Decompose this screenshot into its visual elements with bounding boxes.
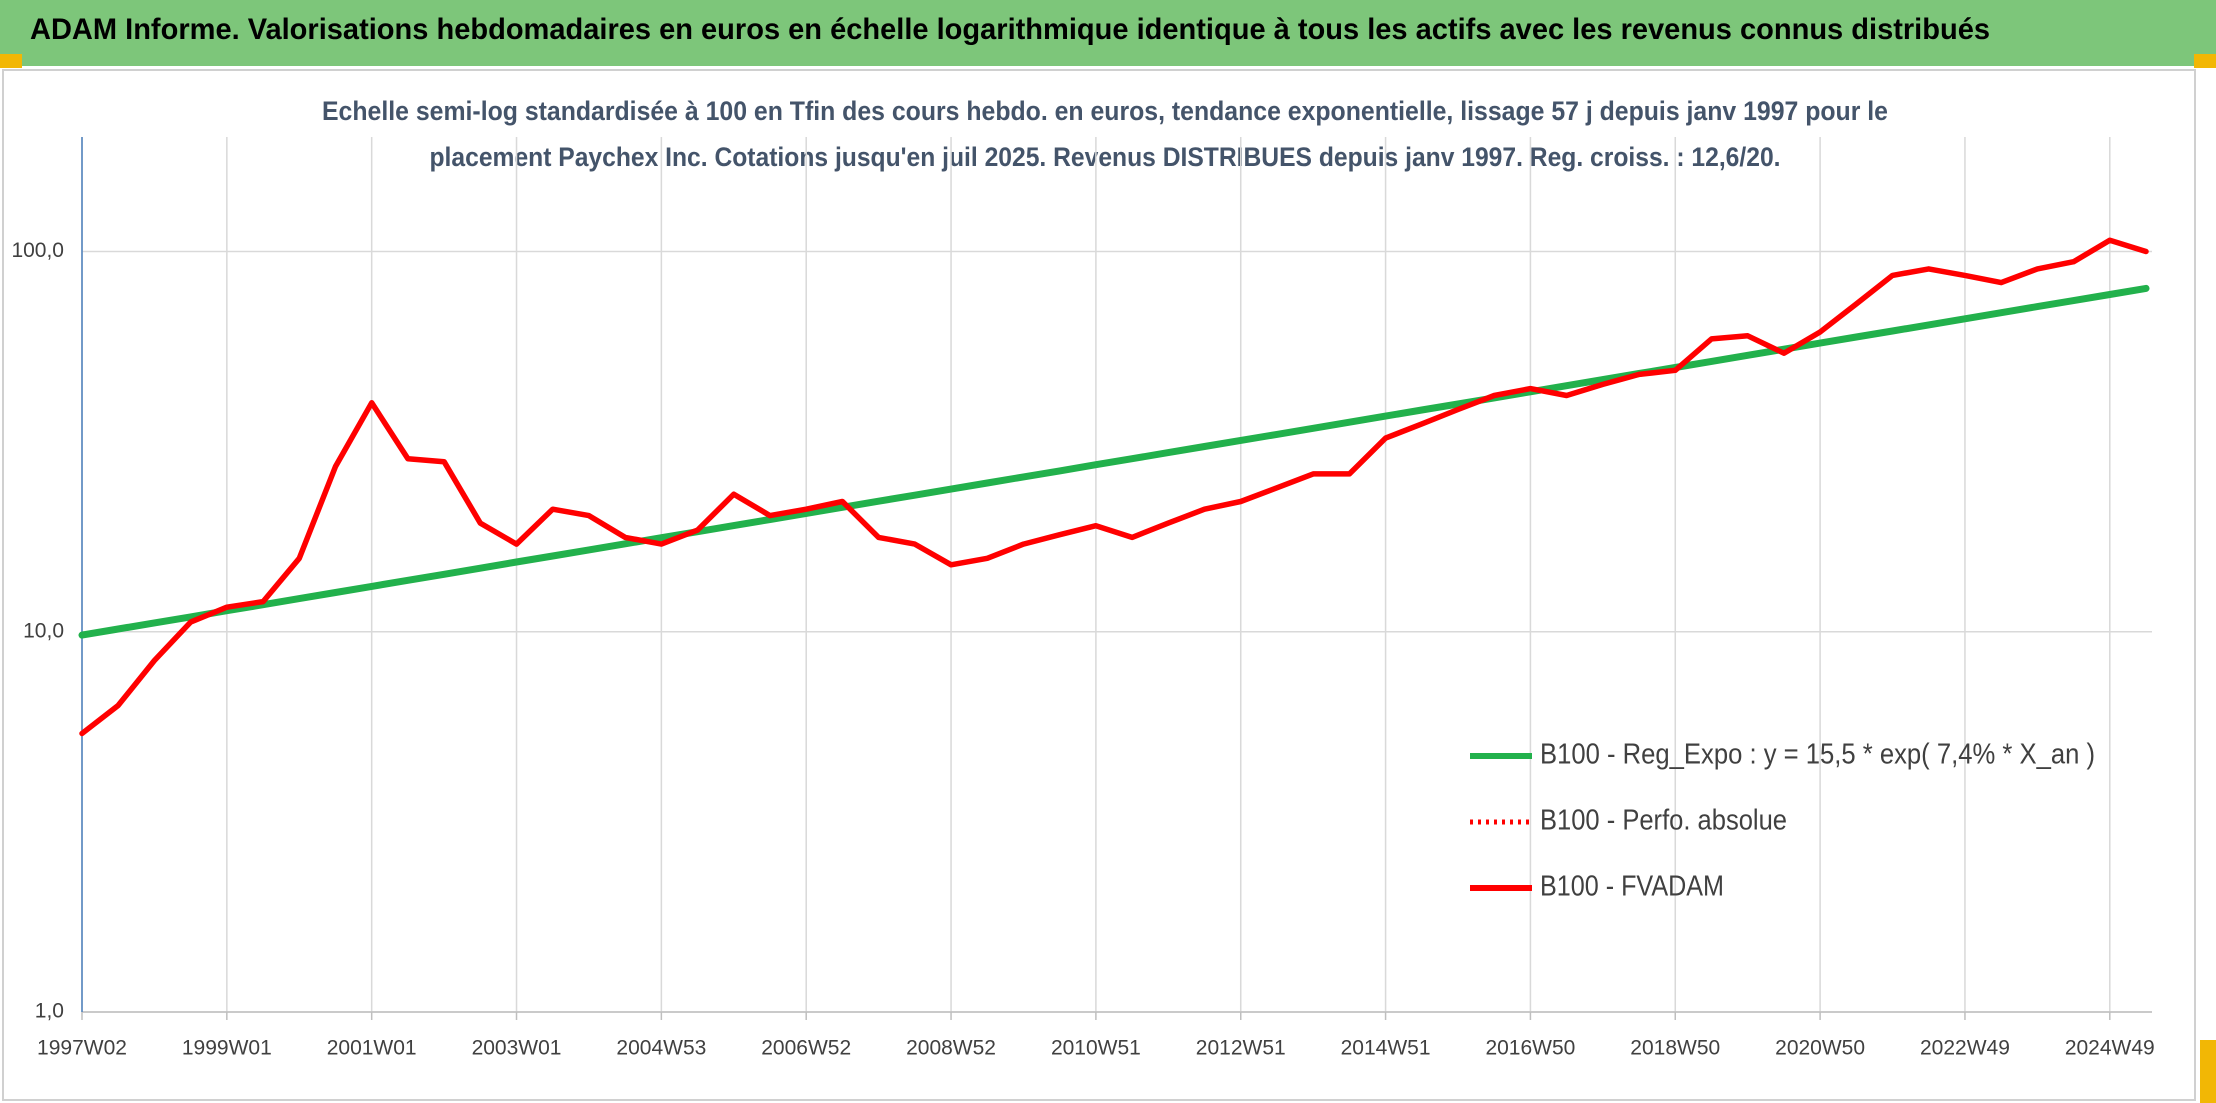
x-tick-label: 2014W51 — [1341, 1037, 1431, 1060]
corner-marker — [2200, 1040, 2216, 1103]
x-tick-label: 2006W52 — [761, 1037, 851, 1060]
x-tick-label: 2024W49 — [2065, 1037, 2155, 1060]
x-tick-label: 2018W50 — [1630, 1037, 1720, 1060]
x-tick-label: 2012W51 — [1196, 1037, 1286, 1060]
x-tick-label: 2020W50 — [1775, 1037, 1865, 1060]
x-tick-label: 1999W01 — [182, 1037, 272, 1060]
series-line — [79, 237, 2149, 737]
corner-marker — [2194, 54, 2216, 68]
x-tick-label: 2022W49 — [1920, 1037, 2010, 1060]
x-tick-label: 2008W52 — [906, 1037, 996, 1060]
x-tick-label: 2010W51 — [1051, 1037, 1141, 1060]
y-tick-label: 10,0 — [23, 619, 64, 642]
title-bar — [0, 0, 2216, 66]
legend-label: B100 - Perfo. absolue — [1540, 805, 1787, 837]
y-tick-label: 1,0 — [35, 1000, 64, 1023]
y-tick-label: 100,0 — [11, 239, 64, 262]
x-tick-label: 2016W50 — [1485, 1037, 1575, 1060]
legend-label: B100 - FVADAM — [1540, 871, 1724, 903]
chart-frame — [2, 69, 2196, 1101]
corner-marker — [0, 54, 22, 68]
x-tick-label: 2001W01 — [327, 1037, 417, 1060]
x-tick-label: 2004W53 — [616, 1037, 706, 1060]
series-line — [78, 284, 2150, 639]
x-tick-label: 1997W02 — [37, 1037, 127, 1060]
chart-title: ADAM Informe. Valorisations hebdomadaire… — [30, 13, 1990, 46]
legend-label: B100 - Reg_Expo : y = 15,5 * exp( 7,4% *… — [1540, 739, 2095, 771]
x-tick-label: 2003W01 — [472, 1037, 562, 1060]
chart-subtitle: placement Paychex Inc. Cotations jusqu'e… — [430, 142, 1781, 172]
chart-subtitle: Echelle semi-log standardisée à 100 en T… — [322, 96, 1888, 126]
